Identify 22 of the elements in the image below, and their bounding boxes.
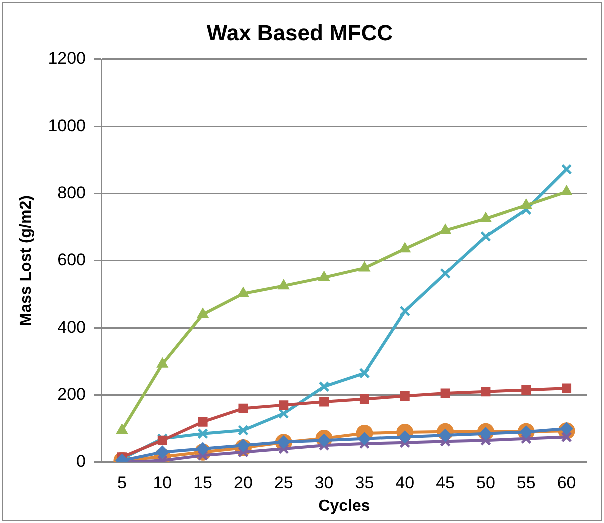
x-tick-label: 30 [314, 473, 334, 492]
y-tick-label: 600 [58, 250, 86, 270]
x-tick-label: 50 [476, 473, 496, 492]
x-tick-label: 25 [274, 473, 294, 492]
y-tick-label: 1000 [48, 116, 86, 136]
y-tick-label: 1200 [48, 49, 86, 68]
y-tick-label: 0 [76, 452, 86, 472]
x-axis-title: Cycles [318, 498, 370, 515]
x-tick-label: 5 [117, 473, 127, 492]
x-tick-label: 55 [516, 473, 536, 492]
x-tick-label: 20 [234, 473, 253, 492]
chart-title: Wax Based MFCC [206, 20, 394, 46]
y-tick-label: 200 [58, 384, 86, 404]
x-tick-label: 60 [557, 473, 576, 492]
y-axis-title: Mass Lost (g/m2) [18, 196, 36, 326]
y-tick-label: 800 [58, 183, 86, 202]
x-tick-label: 45 [436, 473, 456, 492]
y-tick-label: 400 [58, 318, 86, 337]
x-tick-label: 40 [396, 473, 415, 492]
x-tick-label: 35 [355, 473, 374, 492]
x-tick-label: 15 [194, 473, 213, 492]
x-tick-label: 10 [153, 473, 172, 492]
